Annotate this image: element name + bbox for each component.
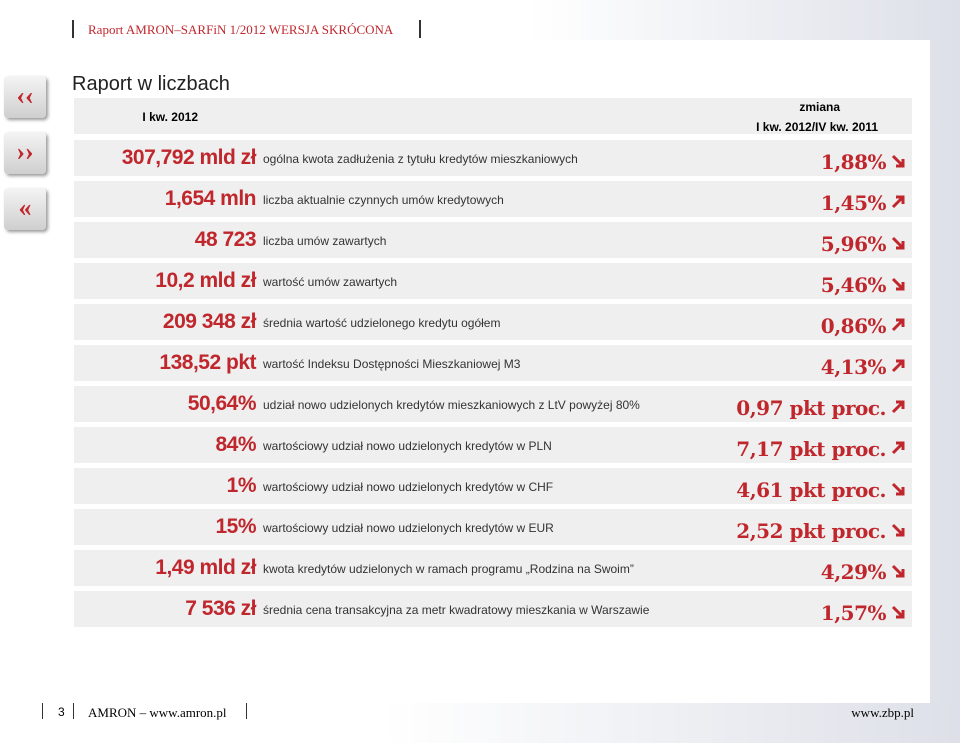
description: ogólna kwota zadłużenia z tytułu kredytó…	[263, 152, 578, 166]
description: wartościowy udział nowo udzielonych kred…	[263, 480, 554, 494]
change: 5,46%	[820, 273, 887, 297]
table-row: 15% wartościowy udział nowo udzielonych k…	[74, 509, 912, 545]
table-row: 1% wartościowy udział nowo udzielonych kr…	[74, 468, 912, 504]
change-title: zmiana	[799, 100, 840, 114]
trend-arrow	[890, 481, 906, 502]
divider	[42, 703, 43, 719]
description: liczba aktualnie czynnych umów kredytowy…	[263, 193, 504, 207]
divider	[246, 703, 247, 719]
description: wartość Indeksu Dostępności Mieszkaniowe…	[263, 357, 521, 371]
change: 0,97 pkt proc.	[736, 396, 886, 420]
description: kwota kredytów udzielonych w ramach prog…	[263, 562, 634, 576]
change: 1,57%	[820, 601, 887, 625]
trend-arrow	[890, 522, 906, 543]
value: 307,792 mld zł	[121, 146, 257, 169]
table-row: 1,49 mld zł kwota kredytów udzielonych w …	[74, 550, 912, 586]
change: 4,61 pkt proc.	[736, 478, 886, 502]
trend-arrow	[890, 440, 906, 461]
description: wartość umów zawartych	[263, 275, 398, 289]
value: 48 723	[194, 228, 257, 251]
trend-arrow	[890, 276, 906, 297]
divider	[419, 20, 421, 38]
page-number: 3	[58, 705, 65, 719]
change: 7,17 pkt proc.	[736, 437, 886, 461]
change: 1,45%	[820, 191, 887, 215]
trend-arrow	[890, 194, 906, 215]
divider	[72, 20, 74, 38]
change: 1,88%	[820, 150, 887, 174]
section-title: Raport w liczbach	[72, 73, 230, 95]
trend-arrow	[890, 358, 906, 379]
table-row: 1,654 mln liczba aktualnie czynnych umów …	[74, 181, 912, 217]
value: 50,64%	[187, 392, 257, 415]
nav-next[interactable]: ››	[4, 132, 46, 174]
footer-band	[0, 703, 960, 743]
change: 4,29%	[820, 560, 887, 584]
value: 1%	[226, 474, 257, 497]
table-header: I kw. 2012 zmiana I kw. 2012/IV kw. 2011	[74, 98, 912, 134]
value: 7 536 zł	[185, 597, 256, 620]
value: 209 348 zł	[162, 310, 257, 333]
table-row: 307,792 mld zł ogólna kwota zadłużenia z …	[74, 140, 912, 176]
footer-left: AMRON – www.amron.pl	[88, 705, 227, 720]
table-row: 84% wartościowy udział nowo udzielonych k…	[74, 427, 912, 463]
change: 4,13%	[820, 355, 887, 379]
table-row: 7 536 zł średnia cena transakcyjna za met…	[74, 591, 912, 627]
nav-first[interactable]: «	[4, 188, 46, 230]
trend-arrow	[890, 399, 906, 420]
description: udział nowo udzielonych kredytów mieszka…	[263, 398, 640, 412]
value: 15%	[215, 515, 256, 538]
period: I kw. 2012	[142, 110, 198, 124]
value: 10,2 mld zł	[155, 269, 256, 292]
footer-right: www.zbp.pl	[851, 705, 914, 720]
divider	[73, 703, 74, 719]
change: 0,86%	[820, 314, 887, 338]
trend-arrow	[890, 317, 906, 338]
description: średnia cena transakcyjna za metr kwadra…	[263, 603, 650, 617]
trend-arrow	[890, 153, 906, 174]
header-title: Raport AMRON–SARFiN 1/2012 WERSJA SKRÓCO…	[88, 22, 394, 37]
change-period: I kw. 2012/IV kw. 2011	[756, 120, 878, 134]
trend-arrow	[890, 235, 906, 256]
value: 84%	[215, 433, 256, 456]
trend-arrow	[890, 563, 906, 584]
table-row: 209 348 zł średnia wartość udzielonego kr…	[74, 304, 912, 340]
change: 5,96%	[820, 232, 887, 256]
table-row: 48 723 liczba umów zawartych 5,96%	[74, 222, 912, 258]
table-row: 50,64% udział nowo udzielonych kredytów m…	[74, 386, 912, 422]
value: 138,52 pkt	[159, 351, 256, 374]
description: średnia wartość udzielonego kredytu ogół…	[263, 316, 501, 330]
nav-prev[interactable]: ‹‹	[4, 76, 46, 118]
value: 1,654 mln	[164, 187, 257, 210]
table-row: 138,52 pkt wartość Indeksu Dostępności Mi…	[74, 345, 912, 381]
trend-arrow	[890, 604, 906, 625]
value: 1,49 mld zł	[155, 556, 256, 579]
table-row: 10,2 mld zł wartość umów zawartych 5,46%	[74, 263, 912, 299]
description: wartościowy udział nowo udzielonych kred…	[263, 439, 552, 453]
description: wartościowy udział nowo udzielonych kred…	[263, 521, 554, 535]
change: 2,52 pkt proc.	[736, 519, 886, 543]
description: liczba umów zawartych	[263, 234, 387, 248]
